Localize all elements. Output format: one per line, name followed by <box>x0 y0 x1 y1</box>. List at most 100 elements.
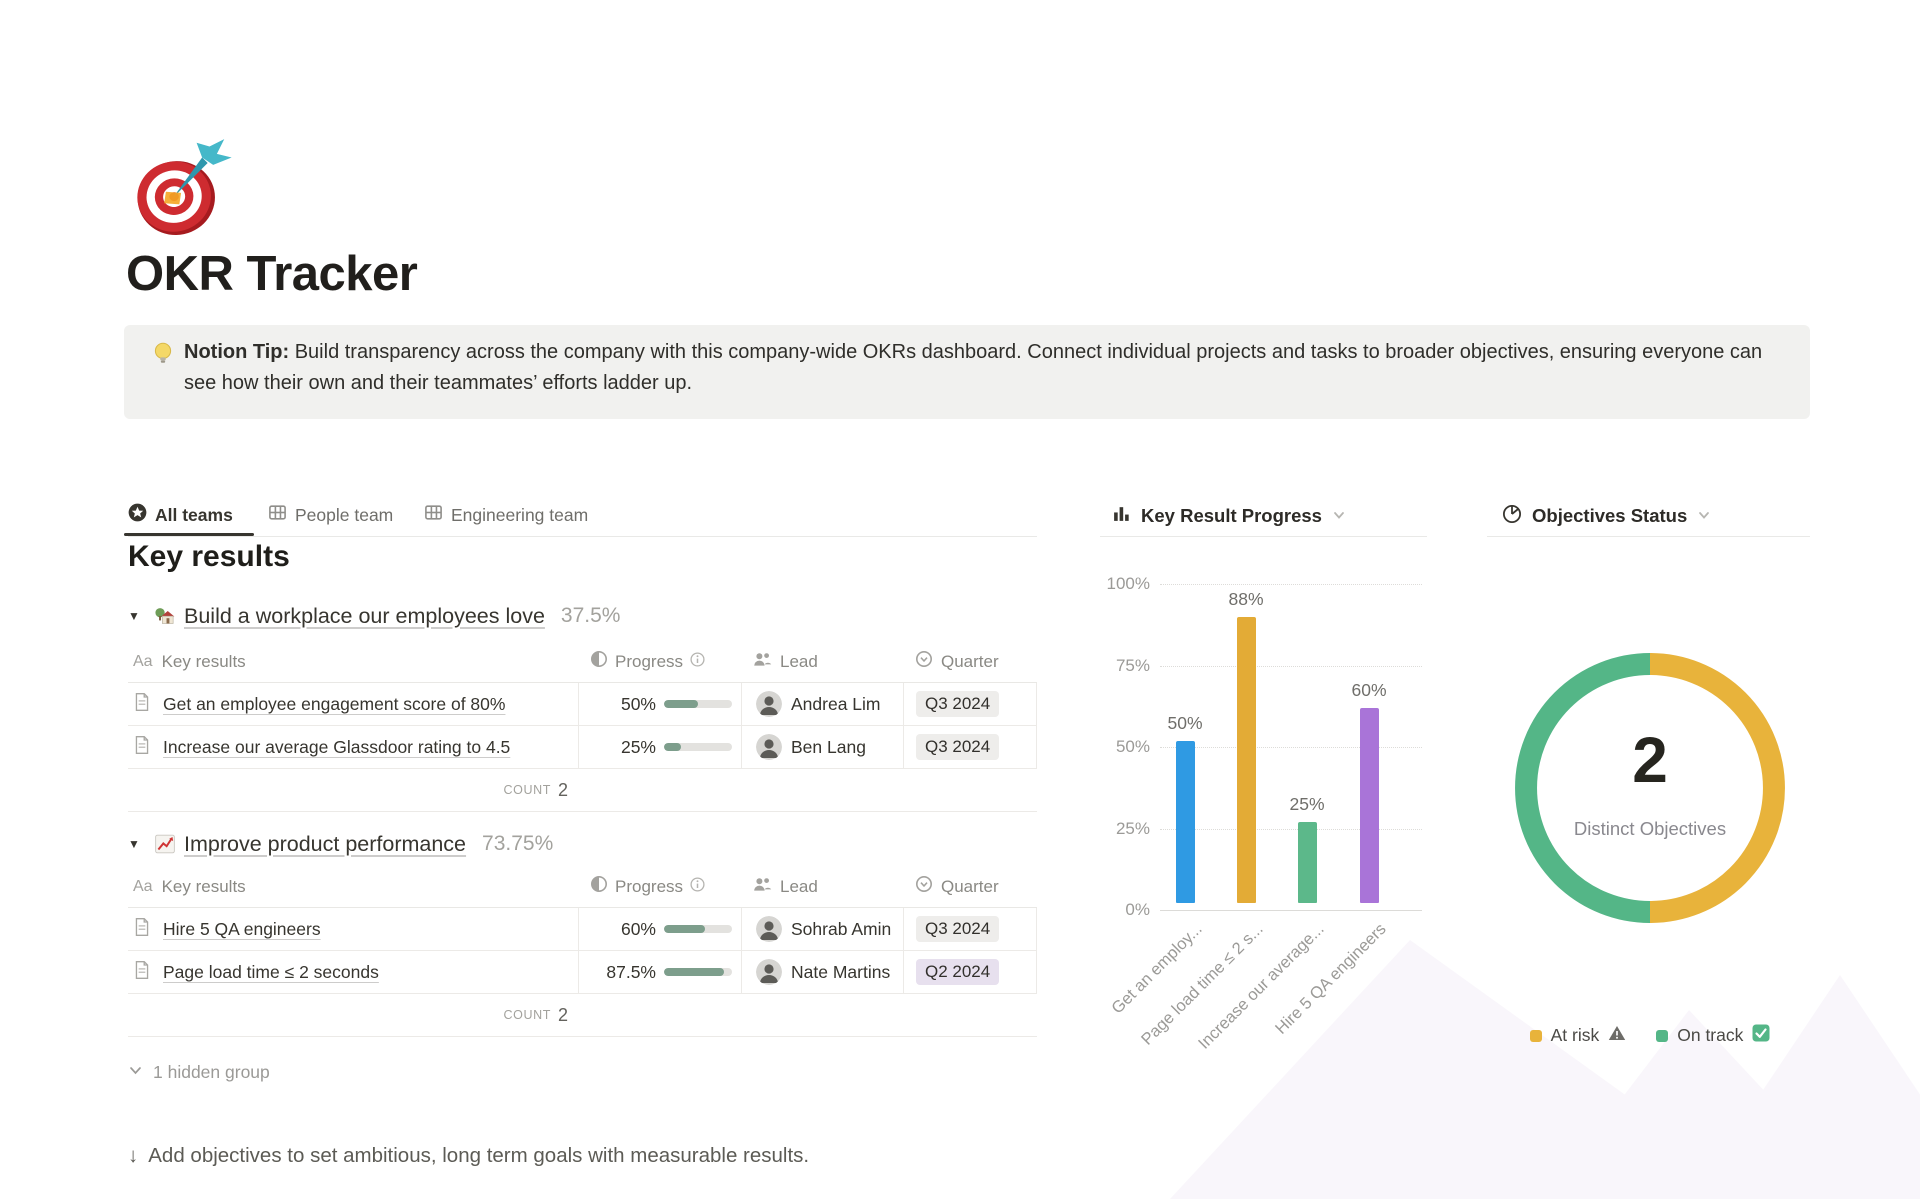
progress-percent: 50% <box>620 693 656 714</box>
select-circle-icon <box>915 875 933 898</box>
cell-quarter[interactable]: Q3 2024 <box>903 726 1037 768</box>
panel-divider <box>1487 536 1810 537</box>
count-row: COUNT 2 <box>128 769 1037 812</box>
donut-slice-at-risk <box>1649 653 1785 923</box>
table-icon <box>424 503 443 527</box>
gridline <box>1160 665 1422 667</box>
donut-legend: At risk On track <box>1502 1024 1798 1047</box>
text-type-icon: Aa <box>133 652 153 670</box>
gridline <box>1160 747 1422 748</box>
cell-progress: 50% <box>578 683 741 725</box>
bar-chart-view-header[interactable]: Key Result Progress <box>1112 499 1346 533</box>
count-button[interactable]: COUNT 2 <box>128 994 578 1036</box>
table-icon <box>268 503 287 527</box>
tab-label: All teams <box>155 504 233 525</box>
notion-tip-callout <box>124 325 1810 419</box>
donut-chart-view-header[interactable]: Objectives Status <box>1502 499 1711 533</box>
info-icon <box>690 876 705 897</box>
key-result-link[interactable]: Hire 5 QA engineers <box>163 918 321 939</box>
key-result-link[interactable]: Increase our average Glassdoor rating to… <box>163 736 511 757</box>
key-result-link[interactable]: Page load time ≤ 2 seconds <box>163 961 379 982</box>
cell-progress: 60% <box>578 908 741 950</box>
cell-name[interactable]: Hire 5 QA engineers <box>128 908 578 950</box>
cell-quarter[interactable]: Q3 2024 <box>903 908 1037 950</box>
gridline <box>1160 828 1422 830</box>
panel-title-label: Objectives Status <box>1532 505 1688 526</box>
group-header-workplace: ▼ Build a workplace our employees love 3… <box>128 600 1037 632</box>
check-icon <box>1752 1024 1770 1047</box>
gridline <box>1160 584 1422 585</box>
cell-quarter[interactable]: Q2 2024 <box>903 951 1037 993</box>
chevron-down-icon <box>128 1062 143 1083</box>
legend-swatch <box>1529 1029 1542 1042</box>
cell-lead[interactable]: Andrea Lim <box>741 683 903 725</box>
table-row: Increase our average Glassdoor rating to… <box>128 726 1037 769</box>
progress-bar-fill <box>664 743 681 751</box>
bar <box>1236 617 1256 903</box>
tab-all-teams[interactable]: All teams <box>128 498 233 532</box>
quarter-badge: Q3 2024 <box>916 691 1000 717</box>
avatar <box>756 959 782 985</box>
notion-tip-label: Notion Tip: <box>184 341 290 363</box>
group-toggle-icon[interactable]: ▼ <box>128 609 140 623</box>
tab-label: Engineering team <box>451 504 589 525</box>
column-label: Progress <box>615 876 684 896</box>
progress-bar <box>664 700 732 708</box>
cell-progress: 87.5% <box>578 951 741 993</box>
page-icon-target-and-dart-icon[interactable] <box>120 128 240 246</box>
count-label: COUNT <box>503 783 551 797</box>
hidden-group-label: 1 hidden group <box>153 1062 270 1082</box>
chevron-down-icon <box>1697 505 1711 527</box>
column-label: Lead <box>780 876 818 896</box>
cell-lead[interactable]: Nate Martins <box>741 951 903 993</box>
key-result-progress-chart: 100% 75% 50% 25% 0% 50% 88% 25% 60% Get … <box>1100 560 1430 1060</box>
legend-swatch <box>1656 1029 1669 1042</box>
cell-lead[interactable]: Ben Lang <box>741 726 903 768</box>
cell-quarter[interactable]: Q3 2024 <box>903 683 1037 725</box>
quarter-badge: Q3 2024 <box>916 916 1000 942</box>
column-label: Progress <box>615 651 684 671</box>
tab-people-team[interactable]: People team <box>268 498 393 532</box>
cell-name[interactable]: Increase our average Glassdoor rating to… <box>128 726 578 768</box>
quarter-badge: Q2 2024 <box>916 959 1000 985</box>
column-header-quarter[interactable]: Quarter <box>903 875 1037 898</box>
group-header-product: ▼ Improve product performance 73.75% <box>128 828 1037 860</box>
count-button[interactable]: COUNT 2 <box>128 769 578 811</box>
y-axis-tick: 0% <box>1125 900 1150 919</box>
bar-value-label: 88% <box>1228 589 1264 609</box>
column-header-lead[interactable]: Lead <box>741 651 903 673</box>
cell-name[interactable]: Page load time ≤ 2 seconds <box>128 951 578 993</box>
cell-name[interactable]: Get an employee engagement score of 80% <box>128 683 578 725</box>
house-with-garden-icon <box>154 605 184 627</box>
bar-chart-icon <box>1112 504 1131 528</box>
column-header-lead[interactable]: Lead <box>741 876 903 898</box>
key-result-link[interactable]: Get an employee engagement score of 80% <box>163 693 506 714</box>
progress-bar-fill <box>664 925 705 933</box>
group-toggle-icon[interactable]: ▼ <box>128 837 140 851</box>
page-title: OKR Tracker <box>126 247 418 301</box>
group-title-link[interactable]: Improve product performance <box>184 831 467 856</box>
legend-label: At risk <box>1550 1025 1600 1045</box>
hidden-group-toggle[interactable]: 1 hidden group <box>128 1062 270 1083</box>
page-icon <box>133 960 151 985</box>
pie-chart-icon <box>1502 504 1522 529</box>
group-title-link[interactable]: Build a workplace our employees love <box>184 603 545 628</box>
avatar <box>756 691 782 717</box>
column-header-quarter[interactable]: Quarter <box>903 650 1037 673</box>
tab-engineering-team[interactable]: Engineering team <box>424 498 588 532</box>
cell-lead[interactable]: Sohrab Amin <box>741 908 903 950</box>
group-percent: 37.5% <box>560 604 621 627</box>
progress-ring-icon <box>590 875 608 898</box>
column-header-progress[interactable]: Progress <box>578 875 741 898</box>
column-header-name[interactable]: Aa Key results <box>128 877 578 897</box>
column-header-name[interactable]: Aa Key results <box>128 652 578 672</box>
distinct-objectives-count: 2 <box>1632 724 1668 796</box>
column-label: Lead <box>780 651 818 671</box>
legend-item-on-track: On track <box>1656 1024 1770 1047</box>
avatar <box>756 734 782 760</box>
progress-ring-icon <box>590 650 608 673</box>
bar-value-label: 25% <box>1289 793 1325 814</box>
column-header-progress[interactable]: Progress <box>578 650 741 673</box>
info-icon <box>690 651 705 672</box>
count-value: 2 <box>557 779 568 800</box>
